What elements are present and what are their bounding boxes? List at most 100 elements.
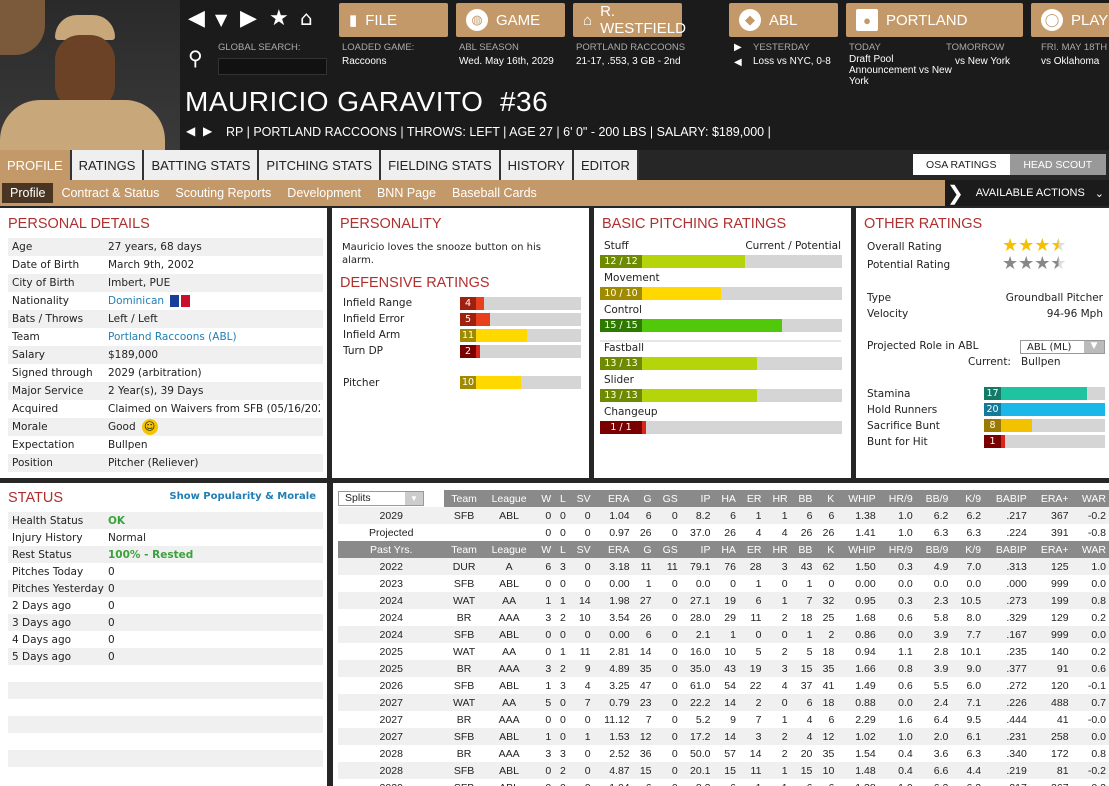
mascot-logo <box>0 0 45 55</box>
next-player-icon[interactable]: ▶ <box>203 124 213 138</box>
column-header[interactable]: Team <box>444 541 484 558</box>
subtab-bnn-page[interactable]: BNN Page <box>376 186 437 200</box>
stats-cell: 91 <box>1029 660 1072 677</box>
column-header[interactable]: ER <box>738 541 765 558</box>
subtab-baseball-cards[interactable]: Baseball Cards <box>452 186 537 200</box>
yesterday-result[interactable]: Loss vs NYC, 0-8 <box>753 56 831 67</box>
file-menu-button[interactable]: ▮ FILE <box>339 3 448 37</box>
column-header[interactable]: SV <box>568 490 594 507</box>
dropdown-arrow-icon[interactable]: ▼ <box>215 10 228 29</box>
column-header[interactable]: G <box>632 541 655 558</box>
stats-cell: 4 <box>806 713 813 726</box>
column-header[interactable]: BB/9 <box>915 541 952 558</box>
play-menu-button[interactable]: ◯ PLAY <box>1031 3 1109 37</box>
prev-player-icon[interactable]: ◀ <box>186 124 196 138</box>
column-header[interactable]: K/9 <box>951 490 985 507</box>
column-header[interactable]: ERA+ <box>1029 541 1072 558</box>
prev-day-arrow-icon[interactable]: ◀ <box>734 57 742 68</box>
available-actions-button[interactable]: ❯ AVAILABLE ACTIONS ⌄ <box>945 180 1109 206</box>
stats-cell: .000 <box>1006 577 1027 590</box>
tab-batting-stats[interactable]: BATTING STATS <box>144 150 260 180</box>
column-header[interactable]: ERA+ <box>1029 490 1072 507</box>
splits-select[interactable]: Splits ▼ <box>338 490 445 507</box>
column-header[interactable]: L <box>554 541 569 558</box>
detail-value[interactable]: Dominican <box>108 295 165 307</box>
next-day-arrow-icon[interactable]: ▶ <box>734 42 742 53</box>
column-header[interactable]: BABIP <box>984 490 1030 507</box>
column-header[interactable]: League <box>483 490 535 507</box>
projected-role-select[interactable]: ABL (ML) ▼ <box>1020 340 1105 354</box>
column-header[interactable]: G <box>632 490 655 507</box>
column-header[interactable]: HR/9 <box>878 490 916 507</box>
column-header[interactable]: WHIP <box>837 490 879 507</box>
column-header[interactable]: BB/9 <box>915 490 952 507</box>
team-menu-button[interactable]: ● PORTLAND <box>846 3 1023 37</box>
detail-value[interactable]: Portland Raccoons (ABL) <box>108 331 237 343</box>
stats-cell: 15 <box>790 660 816 677</box>
column-header[interactable]: K <box>815 541 838 558</box>
stats-cell: 199 <box>1029 592 1072 609</box>
column-header[interactable]: W <box>534 541 555 558</box>
game-menu-button[interactable]: ◍ GAME <box>456 3 565 37</box>
column-header[interactable]: K <box>815 490 838 507</box>
column-header[interactable]: L <box>554 490 569 507</box>
column-header[interactable]: HA <box>713 490 739 507</box>
column-header[interactable]: HR/9 <box>878 541 916 558</box>
show-popularity-morale-link[interactable]: Show Popularity & Morale <box>169 491 316 502</box>
today-event[interactable]: Draft Pool Announcement vs New York <box>849 54 952 87</box>
league-menu-button[interactable]: ◆ ABL <box>729 3 838 37</box>
global-search-input[interactable] <box>218 58 327 75</box>
column-header[interactable]: ERA <box>593 541 633 558</box>
stats-cell: 3.18 <box>593 558 633 575</box>
column-header[interactable]: Team <box>444 490 484 507</box>
tab-pitching-stats[interactable]: PITCHING STATS <box>259 150 382 180</box>
column-header[interactable]: HA <box>713 541 739 558</box>
panel-title: PERSONALITY <box>340 216 442 232</box>
column-header[interactable]: K/9 <box>951 541 985 558</box>
tab-editor[interactable]: EDITOR <box>573 150 639 180</box>
column-header[interactable]: WHIP <box>837 541 879 558</box>
column-header[interactable]: BB <box>790 541 816 558</box>
head-scout-toggle[interactable]: HEAD SCOUT <box>1009 154 1106 175</box>
subtab-development[interactable]: Development <box>287 186 361 200</box>
tab-ratings[interactable]: RATINGS <box>71 150 145 180</box>
stats-cell: 258 <box>1029 728 1072 745</box>
column-header[interactable]: WAR <box>1071 541 1109 558</box>
home-icon[interactable]: ⌂ <box>300 6 313 30</box>
manager-menu-button[interactable]: ⌂ R. WESTFIELD <box>573 3 686 37</box>
column-header[interactable]: IP <box>680 541 714 558</box>
column-header[interactable]: ER <box>738 490 765 507</box>
column-header[interactable]: SV <box>568 541 594 558</box>
column-header[interactable]: WAR <box>1071 490 1109 507</box>
stats-cell: 7 <box>645 713 652 726</box>
column-header[interactable]: W <box>534 490 555 507</box>
column-header[interactable]: League <box>483 541 535 558</box>
column-header[interactable]: HR <box>764 541 791 558</box>
subtab-scouting-reports[interactable]: Scouting Reports <box>175 186 272 200</box>
column-header[interactable]: IP <box>680 490 714 507</box>
stats-cell: 1.04 <box>594 779 633 786</box>
friday-game[interactable]: vs Oklahoma <box>1041 56 1100 67</box>
subtab-profile[interactable]: Profile <box>2 183 54 203</box>
stats-cell: 6 <box>791 779 816 786</box>
tomorrow-game[interactable]: vs New York <box>955 56 1011 67</box>
column-header[interactable]: BABIP <box>984 541 1030 558</box>
tab-profile[interactable]: PROFILE <box>0 150 72 180</box>
column-header[interactable]: GS <box>654 490 681 507</box>
column-header[interactable]: GS <box>654 541 681 558</box>
back-arrow-icon[interactable]: ◀ <box>188 6 205 31</box>
stats-row: 2025 BR AAA 3 2 9 4.89 35 0 35.0 43 19 3 15 35 1.66 0.8 3… <box>338 660 1109 677</box>
forward-arrow-icon[interactable]: ▶ <box>240 6 257 31</box>
column-header[interactable]: HR <box>764 490 791 507</box>
column-header[interactable]: ERA <box>593 490 633 507</box>
chevron-down-icon: ▼ <box>405 492 423 505</box>
tab-history[interactable]: HISTORY <box>500 150 574 180</box>
osa-ratings-toggle[interactable]: OSA RATINGS <box>913 154 1010 175</box>
detail-value: Claimed on Waivers from SFB (05/16/2029) <box>108 403 320 415</box>
subtab-contract-status[interactable]: Contract & Status <box>61 186 160 200</box>
tab-fielding-stats[interactable]: FIELDING STATS <box>381 150 501 180</box>
column-header[interactable]: BB <box>790 490 816 507</box>
star-icon[interactable]: ★ <box>269 6 289 31</box>
stats-cell: WAT <box>444 592 484 609</box>
stats-cell: ABL <box>499 577 520 590</box>
